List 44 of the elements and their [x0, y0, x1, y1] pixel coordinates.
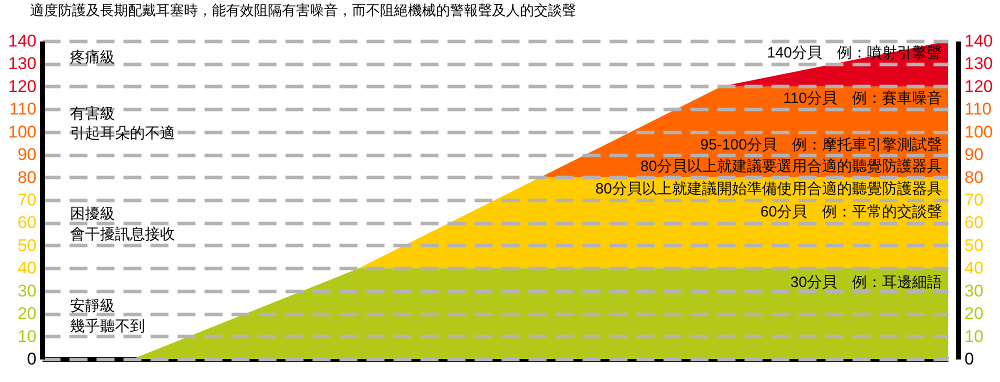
- y-tick-label: 40: [18, 258, 36, 278]
- y2-tick-label: 20: [964, 304, 984, 324]
- y-tick-label: 110: [9, 100, 36, 119]
- y-tick-label: 100: [8, 122, 36, 142]
- y-tick-label: 10: [18, 326, 36, 346]
- y-tick-label: 20: [18, 304, 36, 324]
- annotation: 困擾級: [70, 206, 115, 223]
- y2-tick-label: 100: [964, 122, 993, 142]
- y2-tick-label: 90: [964, 145, 984, 164]
- y2-tick-label: 50: [964, 236, 984, 255]
- annotation: 60分貝 例：平常的交談聲: [760, 203, 942, 220]
- y2-tick-label: 0: [964, 350, 974, 368]
- annotation: 30分貝 例：耳邊細語: [790, 274, 942, 291]
- y2-tick-label: 120: [964, 76, 993, 96]
- y-tick-label: 60: [18, 213, 36, 232]
- y2-tick-label: 10: [964, 326, 984, 346]
- y-tick-label: 140: [8, 32, 36, 50]
- y2-tick-label: 30: [964, 281, 984, 300]
- y2-tick-label: 110: [964, 100, 992, 119]
- annotation: 引起耳朵的不適: [70, 124, 175, 142]
- annotation: 疼痛級: [70, 48, 115, 66]
- annotation: 110分貝 例：賽車噪音: [783, 90, 942, 107]
- annotation: 80分貝以上就建議要選用合適的聽覺防護器具: [640, 158, 942, 175]
- y2-tick-label: 60: [964, 213, 984, 232]
- y-tick-label: 80: [18, 168, 36, 187]
- y2-tick-label: 80: [964, 168, 984, 187]
- annotation: 有害級: [70, 106, 115, 123]
- y2-tick-label: 70: [964, 190, 984, 210]
- y-tick-label: 120: [8, 76, 36, 96]
- y2-tick-label: 140: [964, 32, 993, 50]
- chart-title: 適度防護及長期配戴耳塞時，能有效阻隔有害噪音，而不阻絕機械的警報聲及人的交談聲: [30, 2, 576, 18]
- annotation: 安靜級: [70, 298, 115, 315]
- annotation: 會干擾訊息接收: [70, 226, 175, 244]
- annotation: 95-100分貝 例：摩托車引擎測試聲: [700, 136, 942, 154]
- y2-tick-label: 130: [964, 54, 993, 74]
- y-tick-label: 0: [27, 350, 36, 368]
- y-tick-label: 70: [18, 190, 36, 210]
- y-tick-label: 50: [18, 236, 36, 255]
- annotation: 80分貝以上就建議開始準備使用合適的聽覺防護器具: [595, 180, 942, 198]
- y-tick-label: 30: [18, 281, 36, 300]
- annotation: 幾乎聽不到: [70, 318, 145, 336]
- y-tick-label: 130: [8, 54, 36, 74]
- y-tick-label: 90: [18, 145, 36, 164]
- y2-tick-label: 40: [964, 258, 984, 278]
